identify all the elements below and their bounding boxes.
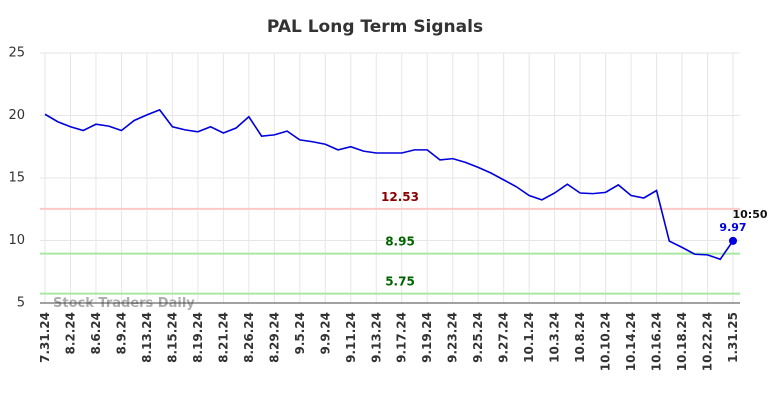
x-tick-label: 10.8.24 xyxy=(573,312,587,363)
x-tick-label: 8.9.24 xyxy=(114,312,128,355)
chart-title: PAL Long Term Signals xyxy=(267,17,483,37)
x-tick-label: 8.2.24 xyxy=(63,312,77,355)
x-tick-label: 10.1.24 xyxy=(522,312,536,363)
y-tick-label: 20 xyxy=(8,108,25,123)
x-tick-label: 9.13.24 xyxy=(369,312,383,363)
x-tick-label: 9.5.24 xyxy=(293,312,307,355)
x-tick-label: 1.31.25 xyxy=(726,312,740,363)
x-tick-label: 10.18.24 xyxy=(675,312,689,371)
x-tick-label: 9.19.24 xyxy=(420,312,434,363)
x-tick-label: 8.13.24 xyxy=(140,312,154,363)
y-tick-label: 5 xyxy=(17,296,25,311)
x-tick-label: 9.9.24 xyxy=(318,312,332,355)
x-tick-label: 9.25.24 xyxy=(471,312,485,363)
x-tick-label: 9.17.24 xyxy=(395,312,409,363)
last-value-label: 9.97 xyxy=(719,221,746,234)
signal-label: 8.95 xyxy=(385,235,415,249)
x-tick-label: 10.22.24 xyxy=(701,312,715,371)
x-tick-label: 9.27.24 xyxy=(497,312,511,363)
signal-label: 5.75 xyxy=(385,275,415,289)
price-line xyxy=(44,108,734,261)
x-tick-label: 10.3.24 xyxy=(548,312,562,363)
x-tick-label: 8.26.24 xyxy=(242,312,256,363)
x-tick-label: 9.23.24 xyxy=(446,312,460,363)
x-tick-label: 10.14.24 xyxy=(624,312,638,371)
signal-label: 12.53 xyxy=(381,190,419,204)
x-tick-label: 8.21.24 xyxy=(216,312,230,363)
y-tick-label: 10 xyxy=(8,233,25,248)
x-tick-label: 10.16.24 xyxy=(650,312,664,371)
x-tick-label: 8.15.24 xyxy=(165,312,179,363)
x-tick-label: 8.29.24 xyxy=(267,312,281,363)
x-tick-label: 10.10.24 xyxy=(599,312,613,371)
x-tick-label: 7.31.24 xyxy=(38,312,52,363)
x-tick-label: 9.11.24 xyxy=(344,312,358,363)
y-tick-label: 15 xyxy=(8,171,25,186)
x-tick-label: 8.19.24 xyxy=(191,312,205,363)
last-time-label: 10:50 xyxy=(732,208,767,221)
y-tick-label: 25 xyxy=(8,46,25,61)
last-point xyxy=(729,236,737,245)
grid xyxy=(40,52,740,304)
x-tick-label: 8.6.24 xyxy=(89,312,103,355)
